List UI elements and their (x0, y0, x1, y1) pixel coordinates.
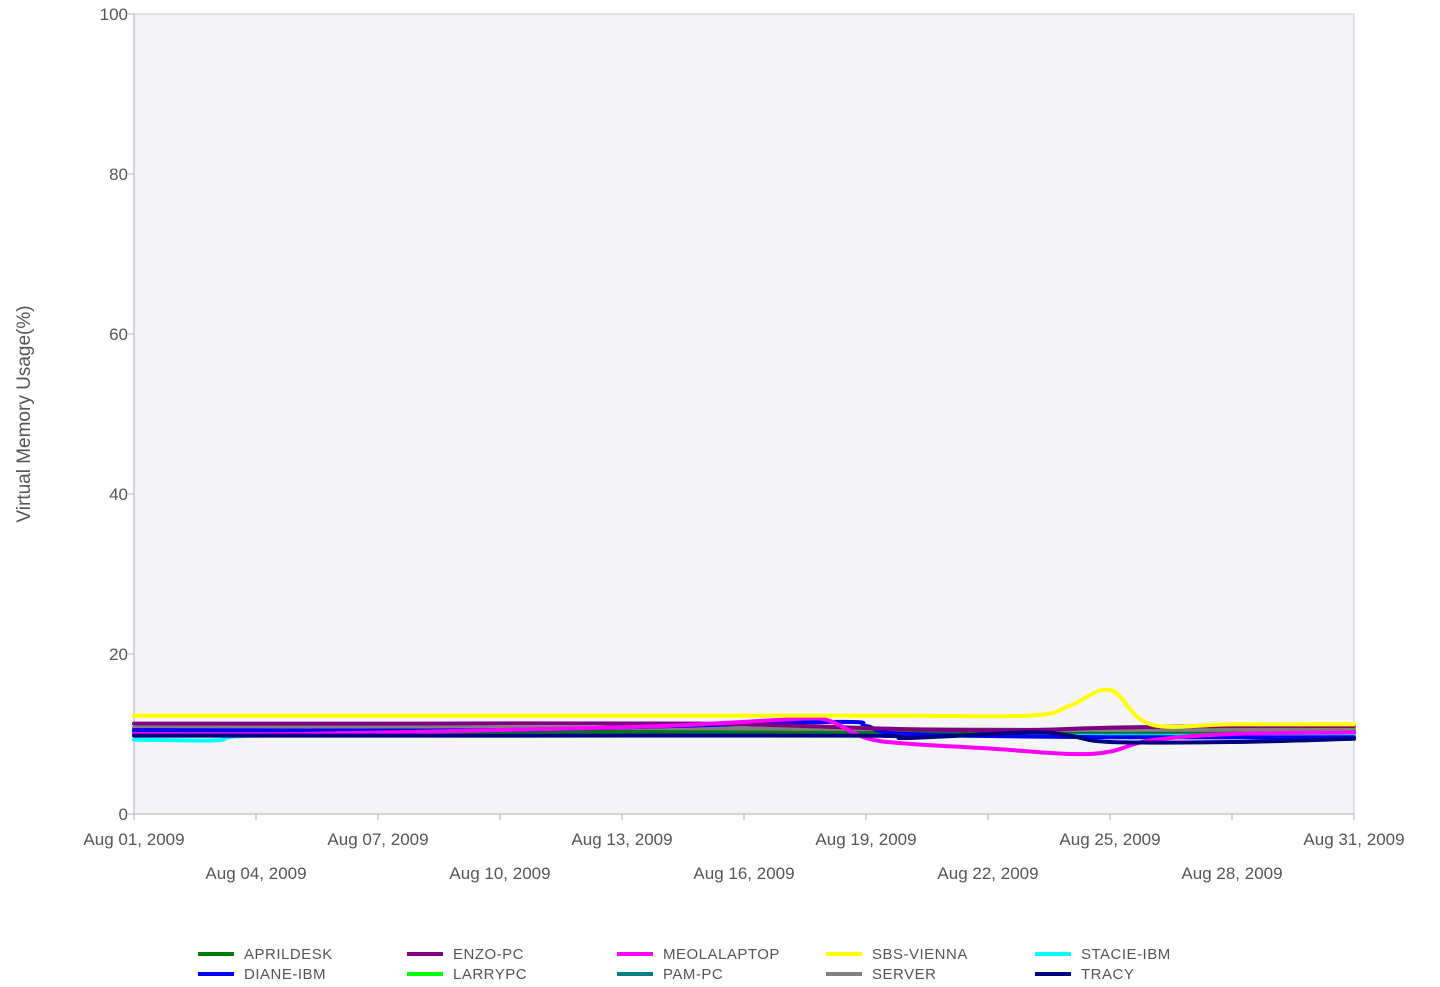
y-tick-label: 40 (109, 485, 128, 504)
x-tick-label: Aug 25, 2009 (1059, 830, 1160, 849)
y-tick-label: 20 (109, 645, 128, 664)
x-tick-label: Aug 01, 2009 (83, 830, 184, 849)
x-tick-label: Aug 22, 2009 (937, 864, 1038, 883)
legend-item-server[interactable]: SERVER (826, 966, 936, 983)
series-line-tracy (132, 730, 1356, 745)
legend-item-stacie-ibm[interactable]: STACIE-IBM (1035, 946, 1171, 963)
legend-label: SBS-VIENNA (872, 946, 968, 963)
y-axis-label: Virtual Memory Usage(%) (14, 305, 35, 522)
legend-label: DIANE-IBM (244, 966, 326, 983)
x-tick-label: Aug 10, 2009 (449, 864, 550, 883)
legend-label: STACIE-IBM (1081, 946, 1171, 963)
x-tick-label: Aug 28, 2009 (1181, 864, 1282, 883)
series-lines (132, 687, 1356, 757)
legend-item-aprildesk[interactable]: APRILDESK (198, 946, 333, 963)
legend-label: ENZO-PC (453, 946, 524, 963)
x-tick-label: Aug 07, 2009 (327, 830, 428, 849)
x-tick-label: Aug 13, 2009 (571, 830, 672, 849)
x-tick-label: Aug 31, 2009 (1303, 830, 1404, 849)
legend: APRILDESK ENZO-PC MEOLALAPTOP SBS-VIENNA STA… (198, 946, 1171, 983)
y-tick-labels: 0 20 40 60 80 100 (100, 5, 134, 824)
y-tick-label: 100 (100, 5, 128, 24)
legend-label: SERVER (872, 966, 936, 983)
legend-label: PAM-PC (663, 966, 723, 983)
legend-item-sbs-vienna[interactable]: SBS-VIENNA (826, 946, 968, 963)
legend-item-larrypc[interactable]: LARRYPC (407, 966, 527, 983)
series-line-sbs-vienna (132, 687, 1356, 729)
x-tick-label: Aug 19, 2009 (815, 830, 916, 849)
legend-label: TRACY (1081, 966, 1134, 983)
legend-item-tracy[interactable]: TRACY (1035, 966, 1134, 983)
series-line-meolalaptop (132, 715, 1356, 757)
legend-label: LARRYPC (453, 966, 527, 983)
legend-label: APRILDESK (244, 946, 333, 963)
plot-area (133, 13, 1355, 815)
y-tick-label: 60 (109, 325, 128, 344)
y-tick-label: 80 (109, 165, 128, 184)
y-tick-label: 0 (119, 805, 128, 824)
x-tick-labels: Aug 01, 2009 Aug 04, 2009 Aug 07, 2009 Aug … (83, 814, 1405, 883)
legend-item-pam-pc[interactable]: PAM-PC (617, 966, 723, 983)
legend-item-meolalaptop[interactable]: MEOLALAPTOP (617, 946, 780, 963)
legend-item-enzo-pc[interactable]: ENZO-PC (407, 946, 524, 963)
legend-item-diane-ibm[interactable]: DIANE-IBM (198, 966, 326, 983)
legend-label: MEOLALAPTOP (663, 946, 780, 963)
x-tick-label: Aug 04, 2009 (205, 864, 306, 883)
x-tick-label: Aug 16, 2009 (693, 864, 794, 883)
